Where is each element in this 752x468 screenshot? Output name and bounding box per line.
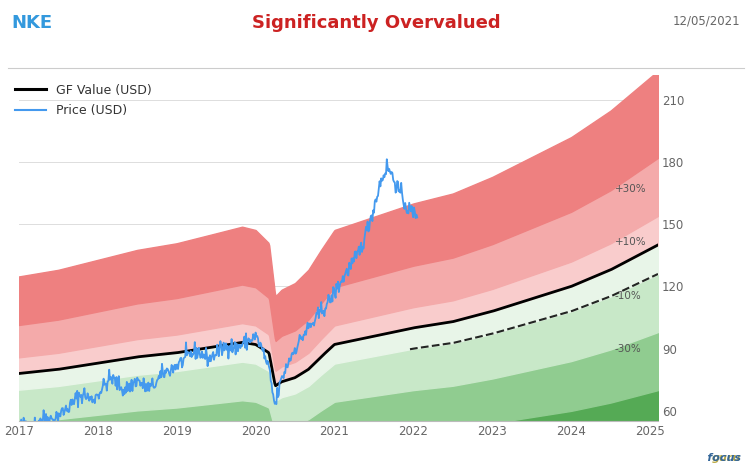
Text: +10%: +10%	[614, 237, 646, 247]
Text: Significantly Overvalued: Significantly Overvalued	[252, 14, 500, 32]
Text: NKE: NKE	[11, 14, 53, 32]
Text: guru: guru	[711, 453, 741, 463]
Legend: GF Value (USD), Price (USD): GF Value (USD), Price (USD)	[10, 79, 157, 122]
Text: -30%: -30%	[614, 344, 641, 354]
Text: -10%: -10%	[614, 291, 641, 301]
Text: 12/05/2021: 12/05/2021	[673, 14, 741, 27]
Text: focus: focus	[688, 453, 741, 463]
Text: +30%: +30%	[614, 184, 646, 194]
